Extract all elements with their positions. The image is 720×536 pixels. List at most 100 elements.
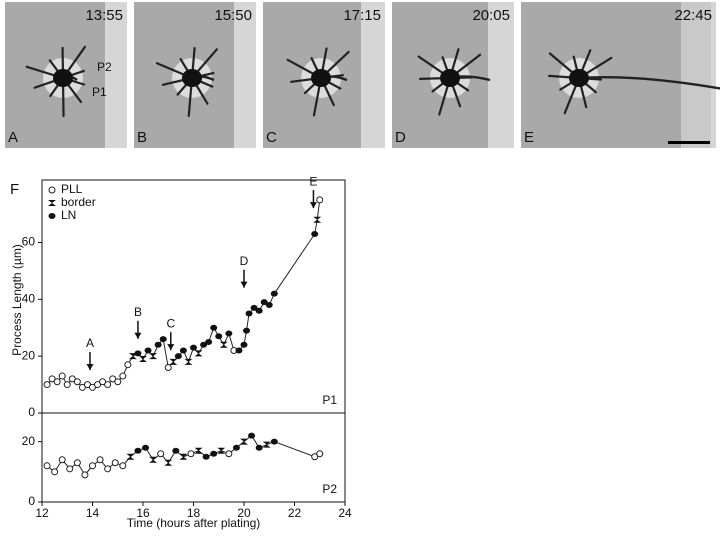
marker-ln <box>232 444 240 451</box>
y-tick-label: 20 <box>22 434 36 448</box>
marker-ln <box>159 336 167 343</box>
marker-ln <box>174 353 182 360</box>
marker-border <box>240 438 248 445</box>
marker-ln <box>270 290 278 297</box>
marker-border <box>219 341 228 348</box>
x-tick-label: 20 <box>237 506 251 520</box>
marker-border <box>194 350 203 357</box>
marker-ln <box>215 333 223 340</box>
arrow-head <box>86 364 94 371</box>
marker-ln <box>144 347 152 354</box>
marker-pll <box>316 196 324 204</box>
marker-pll <box>96 456 104 464</box>
marker-pll <box>109 375 117 383</box>
marker-pll <box>89 462 96 470</box>
x-axis-label: Time (hours after plating) <box>127 516 261 530</box>
y-axis-label: Process Length (µm) <box>10 244 24 356</box>
time-label: 13:55 <box>85 7 123 24</box>
marker-ln <box>250 304 258 311</box>
marker-pll <box>316 450 324 458</box>
marker-ln <box>202 453 210 460</box>
marker-ln <box>134 447 142 454</box>
legend-marker <box>48 186 56 194</box>
marker-ln <box>142 444 150 451</box>
panel-label: C <box>266 129 277 146</box>
cell-body <box>569 69 589 87</box>
marker-border <box>217 447 226 454</box>
y-tick-label: 20 <box>22 348 36 362</box>
panel-tag: P2 <box>322 482 337 496</box>
marker-ln <box>245 310 253 317</box>
marker-ln <box>205 338 213 345</box>
arrow-head <box>167 344 175 351</box>
annotation-label: C <box>166 316 175 330</box>
marker-pll <box>73 378 81 386</box>
marker-ln <box>270 438 278 445</box>
marker-pll <box>81 471 89 479</box>
marker-pll <box>78 383 86 391</box>
marker-pll <box>83 381 91 389</box>
marker-pll <box>119 372 127 380</box>
marker-pll <box>311 453 319 461</box>
panel-label: A <box>8 129 18 146</box>
marker-pll <box>104 465 112 473</box>
marker-pll <box>164 364 172 372</box>
marker-ln <box>255 444 263 451</box>
cell-body <box>182 69 202 87</box>
marker-ln <box>154 341 162 348</box>
time-label: 17:15 <box>343 7 381 24</box>
legend-label: LN <box>61 208 76 222</box>
marker-border <box>149 456 158 463</box>
marker-pll <box>73 459 81 467</box>
marker-pll <box>124 361 132 369</box>
substrate-border <box>105 2 127 148</box>
y-tick-label: 40 <box>22 292 36 306</box>
scale-bar <box>668 141 710 144</box>
marker-border <box>313 216 322 223</box>
figure-label: F <box>10 181 19 198</box>
legend-marker <box>48 200 56 206</box>
y-tick-label: 0 <box>28 494 35 508</box>
marker-ln <box>172 447 180 454</box>
marker-pll <box>66 465 74 473</box>
substrate-band <box>681 2 711 148</box>
marker-border <box>149 353 158 360</box>
marker-ln <box>210 450 218 457</box>
marker-ln <box>248 432 256 439</box>
cell-label: P1 <box>92 85 107 99</box>
panel-tag: P1 <box>322 393 337 407</box>
annotation-label: E <box>309 174 317 188</box>
marker-ln <box>134 350 142 357</box>
marker-ln <box>200 341 208 348</box>
process-length-line <box>46 199 321 389</box>
marker-ln <box>190 344 197 351</box>
x-tick-label: 14 <box>86 506 100 520</box>
annotation-label: B <box>134 305 142 319</box>
marker-ln <box>255 307 263 314</box>
annotation-label: D <box>240 254 249 268</box>
marker-border <box>139 356 147 363</box>
marker-pll <box>114 378 122 386</box>
panel-label: B <box>137 129 147 146</box>
marker-pll <box>225 450 233 458</box>
time-label: 15:50 <box>214 7 252 24</box>
marker-pll <box>68 375 76 383</box>
substrate-border <box>488 2 514 148</box>
marker-ln <box>210 324 218 331</box>
marker-pll <box>99 378 107 386</box>
y-tick-label: 0 <box>28 405 35 419</box>
panel-label: E <box>524 129 534 146</box>
marker-border <box>194 447 203 454</box>
marker-pll <box>53 378 61 386</box>
marker-pll <box>119 462 127 470</box>
marker-border <box>126 453 135 460</box>
x-tick-label: 24 <box>338 506 352 520</box>
time-label: 22:45 <box>674 7 712 24</box>
x-tick-label: 16 <box>136 506 150 520</box>
marker-pll <box>58 372 66 380</box>
marker-pll <box>43 381 51 389</box>
y-tick-label: 60 <box>22 235 36 249</box>
marker-border <box>169 358 178 365</box>
marker-border <box>164 459 173 466</box>
